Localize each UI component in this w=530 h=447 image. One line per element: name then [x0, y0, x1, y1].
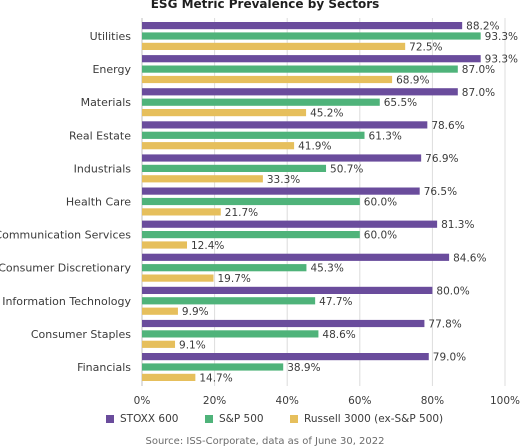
bar	[142, 42, 406, 50]
bar-chart: 0% 20% 40% 60% 80% 100%88.2%93.3%72.5%Utiliti…	[0, 18, 520, 407]
legend-label: S&P 500	[219, 413, 264, 425]
bar	[142, 274, 214, 282]
data-label: 87.0%	[462, 64, 495, 76]
bar	[142, 264, 307, 272]
data-label: 33.3%	[267, 174, 300, 186]
data-label: 9.9%	[182, 306, 209, 318]
bar	[142, 319, 425, 328]
data-label: 87.0%	[462, 87, 495, 99]
data-label: 45.3%	[310, 263, 343, 275]
chart-title: ESG Metric Prevalence by Sectors	[150, 0, 380, 11]
legend-item: Russell 3000 (ex-S&P 500)	[290, 413, 443, 425]
data-label: 47.7%	[319, 296, 352, 308]
data-label: 60.0%	[364, 197, 397, 209]
data-label: 76.9%	[425, 153, 458, 165]
bar	[142, 340, 176, 348]
bar	[142, 241, 188, 249]
legend-item: S&P 500	[205, 413, 264, 425]
data-label: 78.6%	[431, 120, 464, 132]
data-label: 38.9%	[287, 362, 320, 374]
bar	[142, 121, 428, 129]
data-label: 9.1%	[179, 339, 206, 351]
data-label: 60.0%	[364, 230, 397, 242]
x-tick-label: 0%	[134, 395, 151, 407]
data-label: 80.0%	[436, 285, 469, 297]
x-tick-label: 60%	[348, 395, 371, 407]
bar	[142, 154, 422, 162]
x-tick-label: 100%	[490, 395, 520, 407]
labels: 0% 20% 40% 60% 80% 100%88.2%93.3%72.5%Utiliti…	[0, 21, 520, 407]
bar	[142, 307, 178, 315]
data-label: 41.9%	[298, 141, 331, 153]
bar	[142, 32, 481, 40]
bar	[142, 363, 284, 371]
bar	[142, 220, 438, 228]
data-label: 81.3%	[441, 219, 474, 231]
bar	[142, 142, 295, 150]
data-label: 48.6%	[322, 329, 355, 341]
category-label: Utilities	[90, 30, 132, 43]
legend-swatch	[106, 415, 114, 423]
legend: STOXX 600 S&P 500 Russell 3000 (ex-S&P 500…	[0, 413, 530, 429]
bar	[142, 22, 463, 30]
data-label: 61.3%	[369, 130, 402, 142]
data-label: 21.7%	[225, 207, 258, 219]
bar	[142, 109, 307, 117]
bar	[142, 98, 380, 106]
category-label: Energy	[92, 63, 131, 76]
bar	[142, 187, 420, 195]
data-label: 14.7%	[199, 372, 232, 384]
bars	[142, 22, 481, 381]
data-label: 19.7%	[218, 273, 251, 285]
category-label: Consumer Staples	[31, 328, 131, 341]
bar	[142, 373, 196, 381]
data-label: 72.5%	[409, 41, 442, 53]
category-label: Materials	[81, 96, 132, 109]
category-label: Financials	[77, 361, 131, 374]
category-label: Real Estate	[69, 129, 131, 142]
data-label: 79.0%	[433, 352, 466, 364]
category-label: Communication Services	[0, 229, 131, 242]
data-label: 93.3%	[485, 31, 518, 43]
legend-label: STOXX 600	[120, 413, 179, 425]
category-label: Consumer Discretionary	[0, 262, 131, 275]
bar	[142, 65, 458, 73]
legend-item: STOXX 600	[106, 413, 178, 425]
bar	[142, 231, 360, 239]
bar	[142, 297, 316, 305]
legend-swatch	[205, 415, 213, 423]
bar	[142, 131, 365, 139]
category-label: Industrials	[74, 162, 132, 175]
bar	[142, 197, 360, 206]
data-label: 65.5%	[384, 97, 417, 109]
data-label: 12.4%	[191, 240, 224, 252]
bar	[142, 208, 221, 216]
legend-label: Russell 3000 (ex-S&P 500)	[304, 413, 444, 425]
bar	[142, 55, 481, 63]
data-label: 76.5%	[424, 186, 457, 198]
data-label: 50.7%	[330, 163, 363, 175]
bar	[142, 164, 327, 172]
bar	[142, 175, 263, 183]
bar	[142, 88, 458, 96]
bar	[142, 75, 393, 84]
data-label: 88.2%	[466, 21, 499, 33]
bar	[142, 353, 429, 361]
bar	[142, 330, 319, 338]
bar	[142, 253, 450, 261]
bar	[142, 286, 433, 294]
legend-swatch	[290, 415, 298, 423]
x-tick-label: 80%	[421, 395, 444, 407]
category-label: Information Technology	[2, 295, 131, 308]
x-tick-label: 20%	[203, 395, 226, 407]
data-label: 77.8%	[428, 319, 461, 331]
x-tick-label: 40%	[276, 395, 299, 407]
data-label: 84.6%	[453, 252, 486, 264]
category-label: Health Care	[66, 196, 131, 209]
data-label: 45.2%	[310, 108, 343, 120]
data-label: 68.9%	[396, 75, 429, 87]
data-label: 93.3%	[485, 54, 518, 66]
